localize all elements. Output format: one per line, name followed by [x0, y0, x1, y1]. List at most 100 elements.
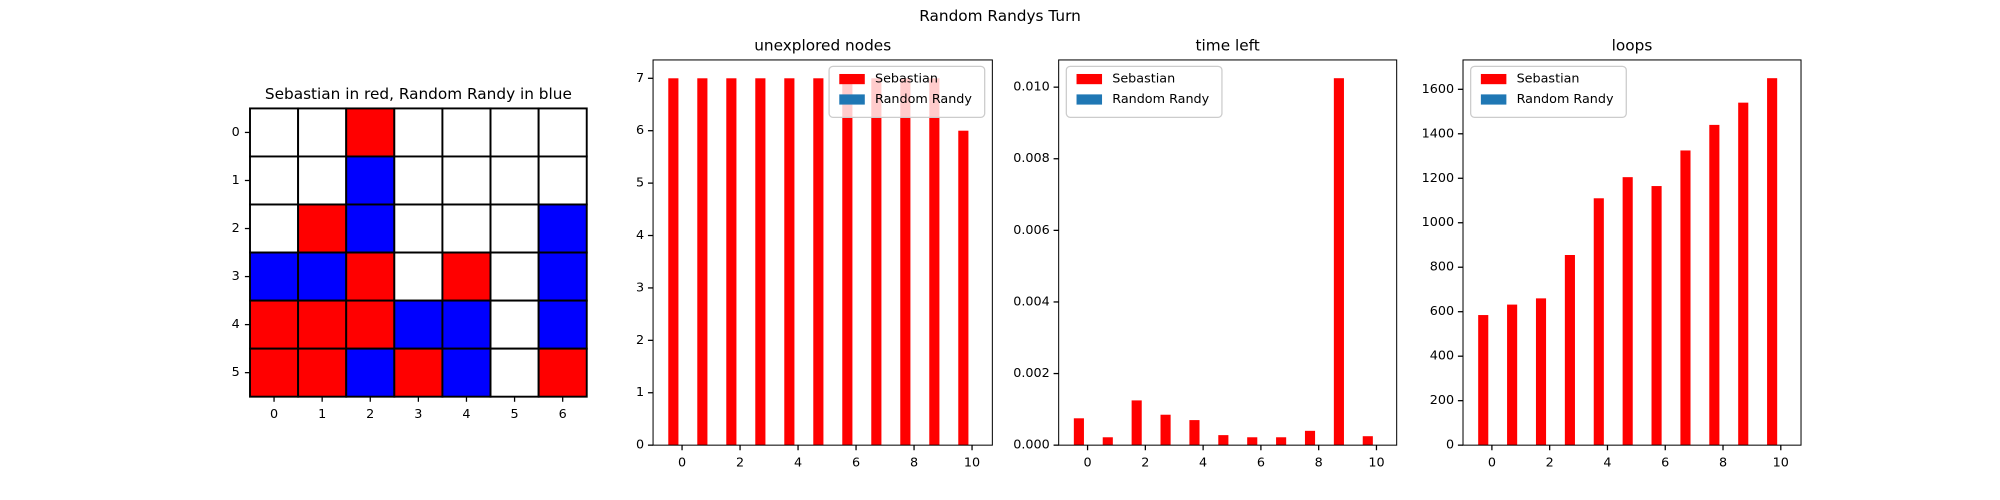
y-tick-label: 0.010: [1013, 80, 1050, 95]
x-tick-label: 4: [462, 407, 470, 422]
cell: [489, 299, 540, 350]
y-tick-label: 1: [232, 173, 240, 188]
cell: [393, 155, 444, 206]
cell: [249, 107, 300, 158]
bar: [900, 78, 911, 446]
x-tick-label: 8: [1315, 456, 1323, 471]
x-tick-label: 0: [678, 456, 686, 471]
cell: [393, 107, 444, 158]
y-tick-label: 5: [636, 176, 644, 191]
x-tick-label: 4: [1199, 456, 1207, 471]
cell: [489, 203, 540, 254]
y-tick-label: 0.006: [1013, 223, 1050, 238]
cell: [393, 251, 444, 302]
y-tick-label: 4: [232, 317, 240, 332]
figure-title: Random Randys Turn: [919, 7, 1081, 25]
cell: [345, 347, 396, 398]
x-tick-label: 8: [910, 456, 918, 471]
cell: [345, 203, 396, 254]
chart-title: time left: [1196, 36, 1260, 54]
legend-label: Sebastian: [1112, 72, 1175, 87]
cell: [489, 347, 540, 398]
legend-label: Sebastian: [1517, 72, 1580, 87]
cell: [489, 107, 540, 158]
bar: [1651, 186, 1662, 446]
bar: [668, 78, 679, 446]
bar: [958, 130, 969, 446]
y-tick-label: 6: [636, 123, 644, 138]
cell: [537, 251, 588, 302]
x-tick-label: 10: [964, 456, 980, 471]
x-tick-label: 2: [1546, 456, 1554, 471]
y-tick-label: 0.008: [1013, 151, 1050, 166]
y-tick-label: 1200: [1422, 171, 1454, 186]
bar: [1160, 414, 1171, 446]
x-tick-label: 1: [318, 407, 326, 422]
x-tick-label: 8: [1719, 456, 1727, 471]
cell: [537, 203, 588, 254]
bar: [1564, 254, 1575, 446]
cell: [441, 203, 492, 254]
cell: [345, 251, 396, 302]
bar: [1362, 436, 1373, 446]
bar: [1218, 435, 1229, 446]
legend-label: Sebastian: [875, 72, 938, 87]
y-tick-label: 5: [232, 365, 240, 380]
cell: [297, 299, 348, 350]
cell: [249, 155, 300, 206]
cell: [249, 203, 300, 254]
legend-swatch: [1076, 94, 1103, 105]
legend-box: [1065, 65, 1223, 118]
cell: [345, 107, 396, 158]
bar: [813, 78, 824, 446]
axes-frame: [1058, 59, 1398, 446]
cell: [249, 347, 300, 398]
bar: [1593, 198, 1604, 446]
bar: [1738, 102, 1749, 446]
bar: [1709, 124, 1720, 446]
bar: [1073, 418, 1084, 446]
x-tick-label: 10: [1773, 456, 1789, 471]
chart-title: loops: [1612, 36, 1653, 54]
cell: [489, 155, 540, 206]
x-tick-label: 5: [511, 407, 519, 422]
bar: [1478, 315, 1489, 446]
x-tick-label: 2: [1141, 456, 1149, 471]
chart-title: unexplored nodes: [754, 36, 891, 54]
cell: [441, 155, 492, 206]
bar: [1333, 78, 1344, 446]
x-tick-label: 6: [1257, 456, 1265, 471]
bar: [1535, 298, 1547, 446]
cell: [345, 155, 396, 206]
cell: [537, 107, 588, 158]
y-tick-label: 1600: [1422, 82, 1454, 97]
x-tick-label: 10: [1368, 456, 1384, 471]
x-tick-label: 6: [852, 456, 860, 471]
y-tick-label: 1000: [1422, 215, 1454, 230]
bar: [1247, 437, 1258, 446]
y-tick-label: 0: [232, 125, 240, 140]
bar: [1131, 400, 1142, 446]
y-tick-label: 0: [636, 438, 644, 453]
cell: [537, 155, 588, 206]
bar: [755, 78, 766, 446]
y-tick-label: 400: [1430, 349, 1454, 364]
y-tick-label: 3: [232, 269, 240, 284]
cell: [537, 347, 588, 398]
bar: [1767, 78, 1778, 446]
y-tick-label: 3: [636, 280, 644, 295]
y-tick-label: 0.002: [1013, 366, 1050, 381]
y-tick-label: 1: [636, 385, 644, 400]
bar: [1276, 437, 1287, 446]
cell: [441, 299, 492, 350]
axes-frame: [652, 59, 993, 446]
legend-swatch: [1076, 73, 1103, 85]
y-tick-label: 4: [636, 228, 644, 243]
y-tick-label: 2: [636, 333, 644, 348]
legend-label: Random Randy: [1112, 92, 1209, 107]
x-tick-label: 2: [366, 407, 374, 422]
bar: [726, 78, 737, 446]
cell: [537, 299, 588, 350]
cell: [297, 107, 348, 158]
